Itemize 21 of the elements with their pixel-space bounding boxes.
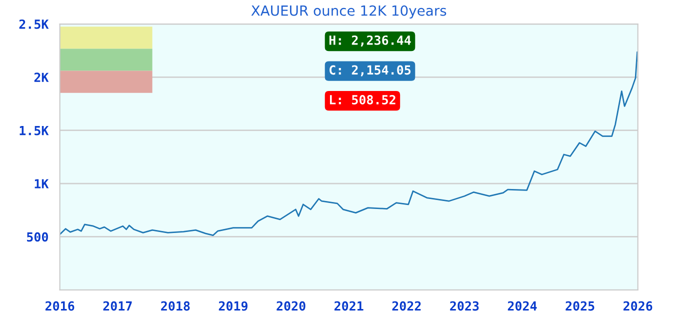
annotation: H: 2,236.44 — [329, 35, 411, 46]
x-tick-label: 2026 — [623, 301, 652, 311]
line-series — [60, 51, 638, 236]
y-tick-label: 1K — [34, 179, 49, 188]
x-tick-label: 2018 — [161, 301, 190, 311]
x-tick-label: 2019 — [218, 301, 248, 311]
x-tick-label: 2017 — [103, 301, 132, 311]
y-tick-label: 1.5K — [20, 126, 49, 136]
x-tick-label: 2020 — [276, 301, 306, 311]
y-tick-label: 2K — [34, 72, 49, 82]
y-tick-label: 2.5K — [19, 19, 49, 29]
annotation: L: 508.52 — [330, 95, 396, 104]
x-tick-label: 2021 — [334, 301, 364, 311]
chart-title: XAUEUR ounce 12K 10years — [251, 5, 446, 19]
annotation: C: 2,154.05 — [330, 65, 411, 76]
x-tick-label: 2016 — [45, 301, 74, 311]
x-tick-label: 2024 — [508, 301, 537, 311]
x-tick-label: 2022 — [392, 301, 421, 311]
x-tick-label: 2023 — [450, 301, 479, 311]
x-tick-label: 2025 — [566, 301, 594, 311]
y-tick-label: 500 — [27, 232, 48, 242]
